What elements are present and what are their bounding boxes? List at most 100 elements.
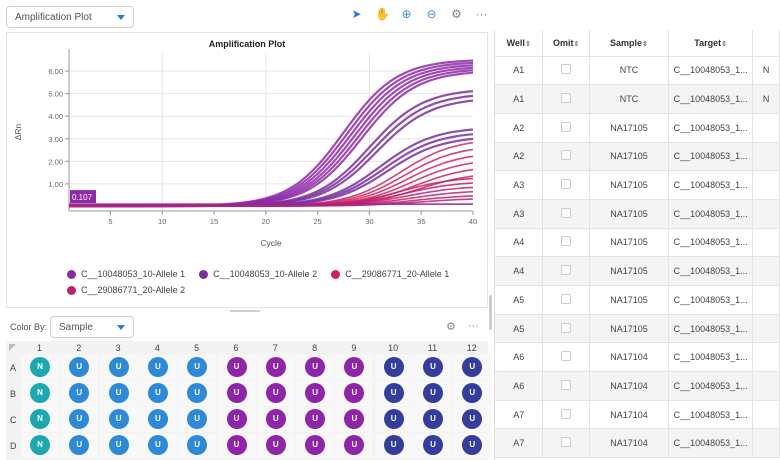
- table-row[interactable]: A1 NTC C__10048053_1... N: [495, 84, 780, 114]
- column-header-sample[interactable]: Sample⇕: [589, 30, 669, 57]
- plate-well-A11[interactable]: U: [414, 355, 452, 380]
- sort-icon[interactable]: ⇕: [721, 40, 727, 48]
- plate-well-A6[interactable]: U: [217, 355, 256, 380]
- scrollbar[interactable]: [489, 295, 492, 330]
- plate-well-A5[interactable]: U: [178, 355, 217, 380]
- plate-row-header[interactable]: C: [10, 415, 17, 425]
- plate-well-C3[interactable]: U: [99, 407, 138, 432]
- plate-column-header[interactable]: 1: [36, 343, 42, 353]
- plate-well-D4[interactable]: U: [138, 433, 177, 458]
- plate-column-header[interactable]: 10: [388, 343, 399, 353]
- plate-column-header[interactable]: 12: [466, 343, 477, 353]
- zoom-out-icon[interactable]: ⊖: [426, 7, 437, 21]
- plate-well-B6[interactable]: U: [217, 381, 256, 406]
- sort-icon[interactable]: ⇕: [524, 40, 531, 48]
- plate-well-B1[interactable]: N: [21, 381, 59, 406]
- plate-well-C7[interactable]: U: [256, 407, 295, 432]
- table-row[interactable]: A3 NA17105 C__10048053_1...: [495, 170, 780, 200]
- plate-well-C4[interactable]: U: [138, 407, 177, 432]
- omit-checkbox[interactable]: [561, 293, 572, 304]
- plate-well-B4[interactable]: U: [138, 381, 177, 406]
- plate-well-A9[interactable]: U: [335, 355, 374, 380]
- plate-well-B5[interactable]: U: [178, 381, 217, 406]
- plate-well-D12[interactable]: U: [453, 433, 492, 458]
- plate-well-B8[interactable]: U: [296, 381, 335, 406]
- gear-icon[interactable]: ⚙: [451, 7, 462, 21]
- table-row[interactable]: A7 NA17104 C__10048053_1...: [495, 428, 780, 459]
- plate-well-C5[interactable]: U: [178, 407, 217, 432]
- plate-well-C8[interactable]: U: [296, 407, 335, 432]
- plate-column-header[interactable]: 11: [427, 343, 438, 353]
- table-row[interactable]: A4 NA17105 C__10048053_1...: [495, 256, 780, 286]
- plate-well-B2[interactable]: U: [60, 381, 99, 406]
- plate-row-header[interactable]: D: [10, 441, 17, 451]
- pan-hand-icon[interactable]: ✋: [375, 7, 390, 21]
- table-row[interactable]: A2 NA17105 C__10048053_1...: [495, 142, 780, 172]
- plate-well-C9[interactable]: U: [335, 407, 374, 432]
- plate-well-B7[interactable]: U: [256, 381, 295, 406]
- plate-well-C1[interactable]: N: [21, 407, 59, 432]
- omit-checkbox[interactable]: [561, 121, 572, 132]
- plate-well-A10[interactable]: U: [374, 355, 413, 380]
- legend-item[interactable]: C__10048053_10-Allele 2: [199, 269, 317, 279]
- plate-well-C10[interactable]: U: [374, 407, 413, 432]
- legend-item[interactable]: C__10048053_10-Allele 1: [67, 269, 185, 279]
- omit-checkbox[interactable]: [561, 265, 572, 276]
- plate-well-A3[interactable]: U: [99, 355, 138, 380]
- plate-well-A4[interactable]: U: [138, 355, 177, 380]
- plate-well-D9[interactable]: U: [335, 433, 374, 458]
- plate-well-A7[interactable]: U: [256, 355, 295, 380]
- plate-well-C11[interactable]: U: [414, 407, 452, 432]
- gear-icon[interactable]: ⚙: [446, 321, 456, 333]
- omit-checkbox[interactable]: [561, 351, 572, 362]
- omit-checkbox[interactable]: [561, 437, 572, 448]
- plate-well-D1[interactable]: N: [21, 433, 59, 458]
- plate-well-D3[interactable]: U: [99, 433, 138, 458]
- plot-type-select[interactable]: Amplification Plot: [6, 6, 134, 28]
- table-row[interactable]: A2 NA17105 C__10048053_1...: [495, 113, 780, 143]
- zoom-in-icon[interactable]: ⊕: [401, 7, 412, 21]
- table-row[interactable]: A7 NA17104 C__10048053_1...: [495, 400, 780, 430]
- column-header-extra[interactable]: [752, 30, 780, 57]
- plate-well-C2[interactable]: U: [60, 407, 99, 432]
- plate-well-B3[interactable]: U: [99, 381, 138, 406]
- plate-column-header[interactable]: 4: [154, 343, 160, 353]
- omit-checkbox[interactable]: [561, 179, 572, 190]
- legend-item[interactable]: C__29086771_20-Allele 2: [67, 285, 185, 295]
- omit-checkbox[interactable]: [561, 379, 572, 390]
- plate-well-D8[interactable]: U: [296, 433, 335, 458]
- plate-well-A12[interactable]: U: [453, 355, 492, 380]
- plate-column-header[interactable]: 9: [351, 343, 357, 353]
- select-all-corner[interactable]: [9, 344, 16, 351]
- plate-well-B10[interactable]: U: [374, 381, 413, 406]
- color-by-select[interactable]: Sample: [50, 316, 134, 338]
- omit-checkbox[interactable]: [561, 93, 572, 104]
- plate-well-D2[interactable]: U: [60, 433, 99, 458]
- omit-checkbox[interactable]: [561, 236, 572, 247]
- table-row[interactable]: A5 NA17105 C__10048053_1...: [495, 314, 780, 344]
- plate-column-header[interactable]: 8: [312, 343, 318, 353]
- omit-checkbox[interactable]: [561, 322, 572, 333]
- panel-resize-handle[interactable]: [230, 310, 260, 312]
- plate-well-C6[interactable]: U: [217, 407, 256, 432]
- plate-well-A8[interactable]: U: [296, 355, 335, 380]
- table-row[interactable]: A1 NTC C__10048053_1... N: [495, 56, 780, 86]
- plate-row-header[interactable]: B: [10, 389, 17, 399]
- omit-checkbox[interactable]: [561, 64, 572, 75]
- amplification-chart[interactable]: 1.00 2.00 3.00 4.00 5.00 6.00 5 10 15 20 25 30 35 40 C…: [7, 33, 487, 263]
- more-icon[interactable]: ···: [467, 320, 479, 332]
- legend-item[interactable]: C__29086771_20-Allele 1: [331, 269, 449, 279]
- plate-well-C12[interactable]: U: [453, 407, 492, 432]
- sort-icon[interactable]: ⇕: [642, 40, 648, 48]
- plate-well-D5[interactable]: U: [178, 433, 217, 458]
- table-row[interactable]: A6 NA17104 C__10048053_1...: [495, 371, 780, 401]
- column-header-omit[interactable]: Omit⇕: [542, 30, 591, 57]
- plate-row-header[interactable]: A: [10, 363, 17, 373]
- column-header-target[interactable]: Target⇕: [668, 30, 754, 57]
- table-row[interactable]: A6 NA17104 C__10048053_1...: [495, 342, 780, 373]
- plate-column-header[interactable]: 3: [115, 343, 121, 353]
- plate-well-D7[interactable]: U: [256, 433, 295, 458]
- plate-well-A1[interactable]: N: [21, 355, 59, 380]
- plate-column-header[interactable]: 7: [272, 343, 278, 353]
- plate-well-B11[interactable]: U: [414, 381, 452, 406]
